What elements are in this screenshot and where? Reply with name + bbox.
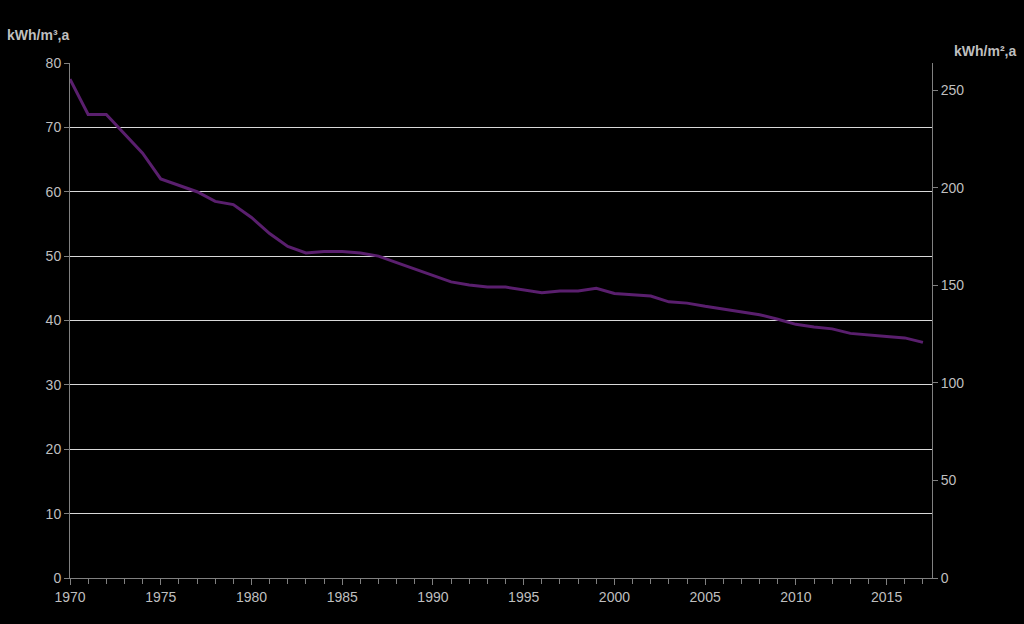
svg-text:kWh/m³,a: kWh/m³,a <box>7 27 69 43</box>
svg-text:1980: 1980 <box>236 589 267 605</box>
svg-text:0: 0 <box>53 570 61 586</box>
svg-text:0: 0 <box>941 570 949 586</box>
svg-text:200: 200 <box>941 180 965 196</box>
svg-text:1995: 1995 <box>508 589 539 605</box>
svg-text:20: 20 <box>46 441 62 457</box>
svg-text:1975: 1975 <box>145 589 176 605</box>
svg-text:70: 70 <box>46 119 62 135</box>
svg-text:1970: 1970 <box>54 589 85 605</box>
svg-text:2005: 2005 <box>690 589 721 605</box>
svg-text:2000: 2000 <box>599 589 630 605</box>
svg-text:kWh/m²,a: kWh/m²,a <box>954 43 1016 59</box>
svg-text:1990: 1990 <box>417 589 448 605</box>
svg-text:250: 250 <box>941 82 965 98</box>
svg-text:50: 50 <box>941 472 957 488</box>
svg-text:150: 150 <box>941 277 965 293</box>
svg-text:2010: 2010 <box>780 589 811 605</box>
svg-text:100: 100 <box>941 375 965 391</box>
svg-text:60: 60 <box>46 184 62 200</box>
svg-text:1985: 1985 <box>327 589 358 605</box>
svg-text:10: 10 <box>46 506 62 522</box>
svg-text:40: 40 <box>46 312 62 328</box>
svg-text:2015: 2015 <box>871 589 902 605</box>
svg-text:80: 80 <box>46 55 62 71</box>
svg-text:50: 50 <box>46 248 62 264</box>
svg-text:30: 30 <box>46 377 62 393</box>
